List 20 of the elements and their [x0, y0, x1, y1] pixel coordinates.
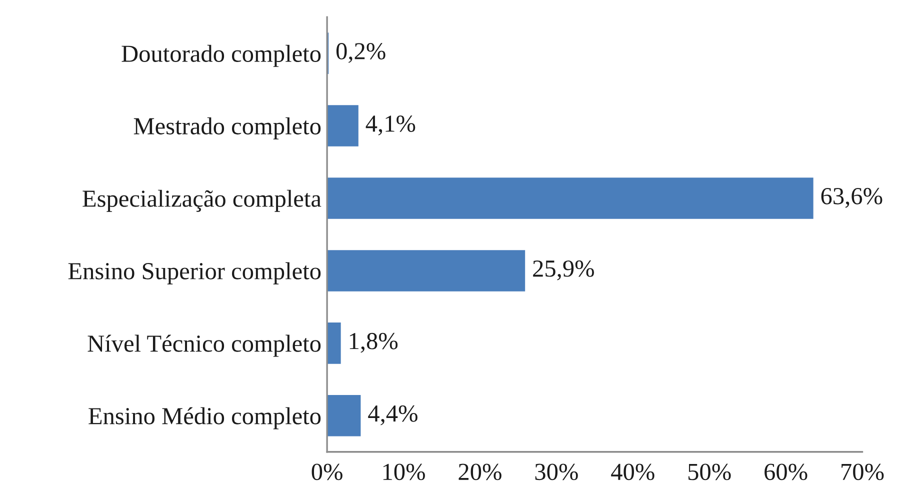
data-label: 4,1%	[366, 115, 416, 136]
y-tick-label: Ensino Superior completo	[68, 262, 321, 284]
x-tick-label: 40%	[611, 464, 654, 480]
data-label: 25,9%	[533, 260, 594, 280]
x-tick-label: 70%	[842, 464, 884, 480]
x-tick-label: 10%	[383, 464, 425, 480]
x-tick-label: 0%	[312, 464, 342, 480]
data-label: 1,8%	[350, 332, 398, 353]
y-tick-label: Especialização completa	[82, 190, 322, 212]
data-label: 63,6%	[821, 188, 882, 208]
x-tick-label: 20%	[458, 464, 502, 480]
y-tick-label: Nível Técnico completo	[88, 334, 321, 357]
data-label: 4,4%	[368, 405, 418, 426]
data-label: 0,2%	[336, 42, 386, 63]
x-tick-label: 60%	[764, 464, 808, 480]
y-tick-label: Ensino Médio completo	[88, 407, 321, 430]
x-tick-label: 50%	[688, 464, 731, 480]
y-tick-label: Doutorado completo	[122, 44, 321, 67]
x-tick-label: 30%	[535, 464, 578, 480]
y-tick-label: Mestrado completo	[134, 117, 321, 140]
